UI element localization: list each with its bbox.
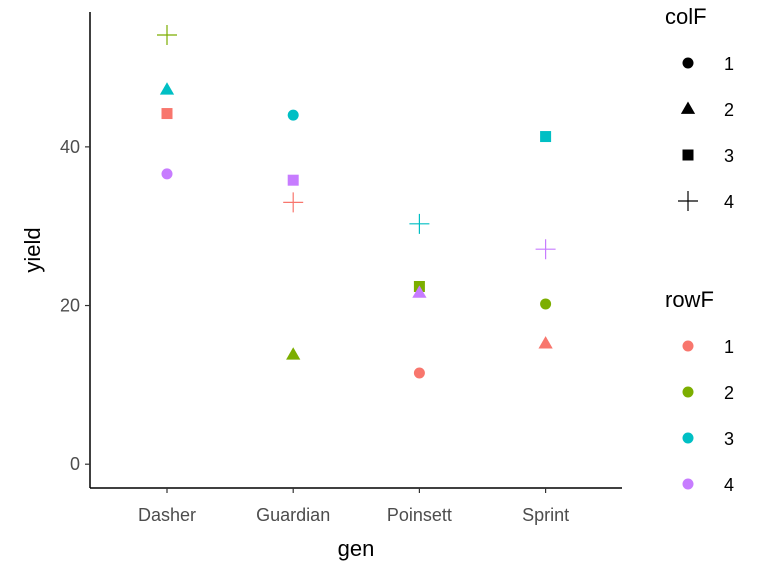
y-tick-label: 0 <box>70 454 80 474</box>
y-tick-label: 40 <box>60 137 80 157</box>
data-point <box>413 367 425 379</box>
data-point <box>157 25 177 46</box>
legend-key <box>682 478 694 490</box>
data-point <box>287 174 299 186</box>
axes: 0 20 40 Dasher Guardian Poinsett Sprint <box>60 12 622 525</box>
legend-rowF: rowF 1 2 3 4 <box>665 287 734 495</box>
x-tick-label: Sprint <box>522 505 569 525</box>
data-point <box>540 298 552 310</box>
legend-label: 1 <box>724 54 734 74</box>
legend-key <box>682 340 694 352</box>
legend-key <box>682 386 694 398</box>
data-point <box>409 213 430 234</box>
legend-colF: colF 1 2 3 4 <box>665 4 734 212</box>
data-point <box>161 108 173 120</box>
x-tick-label: Poinsett <box>387 505 452 525</box>
data-point <box>535 239 556 260</box>
data-point <box>283 192 304 213</box>
y-axis-title: yield <box>20 227 45 272</box>
legend-label: 2 <box>724 100 734 120</box>
legend-label: 1 <box>724 337 734 357</box>
legend-title: rowF <box>665 287 714 312</box>
data-point <box>286 347 301 360</box>
legend-key <box>678 191 698 211</box>
data-point <box>159 82 175 95</box>
legend-key <box>682 432 694 444</box>
data-point <box>161 168 173 180</box>
data-point <box>287 109 299 121</box>
x-tick-label: Guardian <box>256 505 330 525</box>
data-point <box>412 285 427 298</box>
legends: colF 1 2 3 4 rowF 1 2 3 4 <box>665 4 734 495</box>
legend-label: 4 <box>724 192 734 212</box>
x-tick-label: Dasher <box>138 505 196 525</box>
legend-title: colF <box>665 4 707 29</box>
legend-label: 4 <box>724 475 734 495</box>
legend-key <box>680 101 696 114</box>
data-point <box>538 336 553 349</box>
legend-label: 3 <box>724 429 734 449</box>
data-point <box>540 131 552 143</box>
legend-label: 3 <box>724 146 734 166</box>
y-tick-label: 20 <box>60 296 80 316</box>
x-axis-title: gen <box>338 536 375 561</box>
legend-key <box>682 149 694 161</box>
legend-label: 2 <box>724 383 734 403</box>
data-points <box>157 25 556 379</box>
legend-key <box>682 57 694 69</box>
